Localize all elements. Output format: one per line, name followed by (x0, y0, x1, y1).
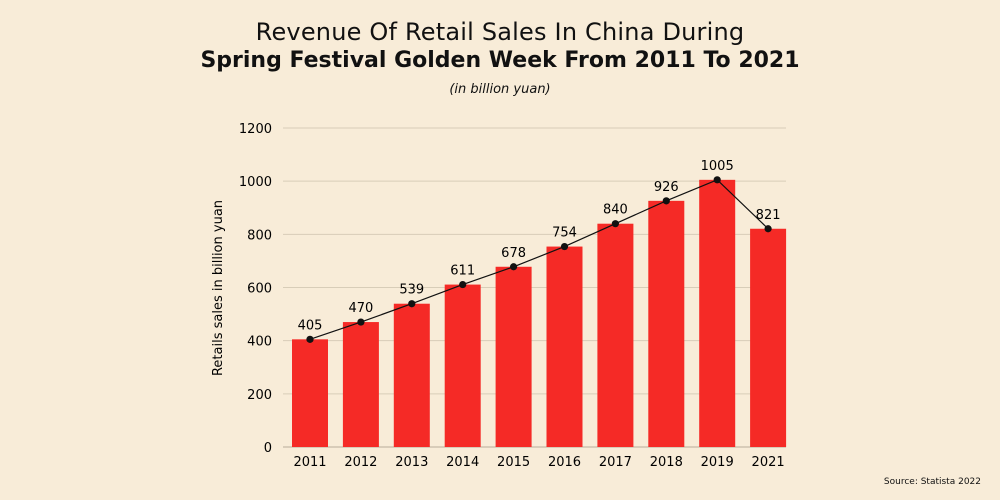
bar (750, 228, 787, 447)
trend-point (459, 280, 467, 289)
trend-point (662, 197, 670, 205)
bar (292, 339, 328, 447)
bar (546, 246, 583, 447)
bar (495, 266, 532, 447)
chart-subtitle: (in billion yuan) (449, 82, 551, 97)
y-tick-label: 600 (247, 282, 272, 297)
data-label: 754 (552, 226, 577, 241)
bars (292, 179, 787, 447)
trend-line (309, 179, 769, 340)
data-label: 611 (450, 264, 475, 279)
data-labels: 405 470 539 611 678 754 840 926 1005 821 (298, 159, 781, 334)
trend-point (560, 242, 569, 251)
x-tick-label: 2013 (395, 455, 428, 470)
bar (393, 303, 430, 447)
chart-title-line2: Spring Festival Golden Week From 2011 To… (200, 48, 800, 73)
y-tick-label: 1000 (239, 175, 272, 190)
trend-point (408, 300, 416, 308)
bar (444, 284, 481, 447)
x-tick-label: 2017 (599, 455, 632, 470)
y-axis-ticks: 0 200 400 600 800 1000 1200 (239, 122, 272, 456)
data-label: 821 (756, 208, 781, 223)
trend-point (357, 318, 365, 326)
data-label: 1005 (701, 159, 734, 174)
chart-title-line1: Revenue Of Retail Sales In China During (255, 18, 745, 46)
y-tick-label: 200 (247, 388, 272, 403)
data-label: 539 (399, 283, 424, 298)
x-axis-ticks: 2011 2012 2013 2014 2015 2016 2017 2018 2019 2021 (293, 455, 784, 470)
data-label: 470 (348, 301, 373, 316)
bar (648, 200, 685, 447)
trend-point (611, 220, 620, 228)
x-tick-label: 2019 (701, 455, 734, 470)
data-label: 840 (603, 203, 628, 218)
trend-point (306, 335, 314, 343)
x-tick-label: 2015 (497, 455, 530, 470)
bar (597, 223, 634, 447)
x-tick-label: 2018 (650, 455, 683, 470)
x-tick-label: 2011 (293, 455, 326, 470)
y-tick-label: 800 (247, 228, 272, 243)
y-axis-label: Retails sales in billion yuan (211, 200, 226, 376)
bar (699, 179, 736, 447)
y-tick-label: 0 (264, 441, 272, 456)
y-tick-label: 400 (247, 335, 272, 350)
x-tick-label: 2014 (446, 455, 479, 470)
trend-point (713, 176, 721, 184)
source-note: Source: Statista 2022 (883, 477, 981, 487)
trend-point (509, 263, 518, 271)
trend-point (764, 225, 772, 233)
trend-line-group (306, 176, 772, 343)
data-label: 405 (298, 318, 323, 333)
bar (342, 322, 379, 447)
x-tick-label: 2016 (548, 455, 581, 470)
x-tick-label: 2021 (752, 455, 785, 470)
data-label: 926 (654, 180, 679, 195)
y-tick-label: 1200 (239, 122, 272, 137)
data-label: 678 (501, 246, 526, 261)
x-tick-label: 2012 (344, 455, 377, 470)
